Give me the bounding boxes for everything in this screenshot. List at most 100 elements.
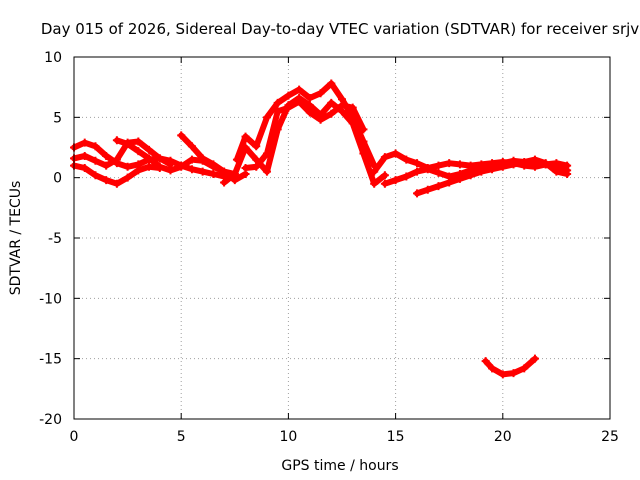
data-point — [112, 136, 121, 145]
data-point — [466, 171, 475, 180]
data-point — [305, 108, 314, 117]
data-point — [252, 142, 261, 151]
data-point — [348, 103, 357, 112]
data-point — [273, 107, 282, 116]
data-point — [155, 154, 164, 163]
data-point — [209, 160, 218, 169]
data-point — [134, 166, 143, 175]
data-point — [209, 170, 218, 179]
y-tick-label: -5 — [48, 231, 62, 247]
data-point — [80, 164, 89, 173]
data-point — [241, 164, 250, 173]
data-point — [262, 167, 271, 176]
y-tick-label: 5 — [53, 110, 62, 126]
data-point — [520, 159, 529, 168]
data-point — [380, 171, 389, 180]
data-point — [305, 101, 314, 110]
x-tick-label: 20 — [494, 429, 512, 445]
data-point — [166, 166, 175, 175]
data-point — [402, 172, 411, 181]
series-track-f — [221, 95, 388, 187]
data-point — [123, 162, 132, 171]
data-point — [552, 164, 561, 173]
data-point — [284, 91, 293, 100]
data-point — [102, 151, 111, 160]
data-point — [445, 178, 454, 187]
data-point — [498, 162, 507, 171]
data-point — [477, 167, 486, 176]
data-point — [498, 370, 507, 379]
data-point — [102, 161, 111, 170]
data-point — [230, 170, 239, 179]
data-point — [434, 182, 443, 191]
data-point — [434, 161, 443, 170]
data-point — [530, 354, 539, 363]
data-point — [284, 103, 293, 112]
data-point — [370, 179, 379, 188]
data-point — [391, 149, 400, 158]
data-point — [380, 153, 389, 162]
y-axis-label: SDTVAR / TECUs — [8, 181, 24, 296]
data-point — [112, 179, 121, 188]
data-point — [541, 160, 550, 169]
data-point — [359, 137, 368, 146]
data-point — [155, 162, 164, 171]
series-track-g — [233, 80, 378, 169]
data-point — [481, 357, 490, 366]
data-point — [187, 155, 196, 164]
y-tick-label: -15 — [39, 352, 62, 368]
data-point — [359, 125, 368, 134]
data-point — [220, 167, 229, 176]
data-point — [123, 173, 132, 182]
data-point — [187, 142, 196, 151]
data-point — [402, 155, 411, 164]
data-point — [370, 167, 379, 176]
data-point — [488, 165, 497, 174]
x-tick-label: 0 — [70, 429, 79, 445]
data-point — [445, 159, 454, 168]
x-tick-label: 15 — [387, 429, 405, 445]
data-point — [134, 137, 143, 146]
data-point — [123, 139, 132, 148]
data-point — [252, 162, 261, 171]
data-point — [455, 160, 464, 169]
data-point — [145, 145, 154, 154]
data-point — [187, 165, 196, 174]
plot-series — [70, 79, 572, 379]
data-point — [91, 171, 100, 180]
data-point — [380, 179, 389, 188]
data-point — [295, 85, 304, 94]
data-point — [112, 155, 121, 164]
data-point — [413, 167, 422, 176]
data-point — [327, 109, 336, 118]
data-point — [273, 98, 282, 107]
data-point — [423, 165, 432, 174]
data-point — [80, 151, 89, 160]
data-point — [145, 162, 154, 171]
data-point — [232, 155, 241, 164]
chart-title: Day 015 of 2026, Sidereal Day-to-day VTE… — [41, 20, 639, 38]
data-point — [91, 156, 100, 165]
data-point — [327, 98, 336, 107]
data-point — [262, 149, 271, 158]
data-point — [413, 159, 422, 168]
x-tick-label: 25 — [601, 429, 619, 445]
data-point — [145, 154, 154, 163]
data-point — [80, 138, 89, 147]
data-point — [563, 166, 572, 175]
series-track-l — [482, 355, 538, 378]
data-point — [305, 94, 314, 103]
x-tick-label: 10 — [279, 429, 297, 445]
data-point — [530, 157, 539, 166]
data-point — [134, 147, 143, 156]
data-point — [220, 178, 229, 187]
x-axis-label: GPS time / hours — [281, 458, 398, 474]
data-point — [423, 185, 432, 194]
grid — [74, 57, 610, 419]
x-tick-label: 5 — [177, 429, 186, 445]
data-point — [391, 176, 400, 185]
data-point — [455, 174, 464, 183]
data-point — [316, 115, 325, 124]
data-point — [413, 189, 422, 198]
